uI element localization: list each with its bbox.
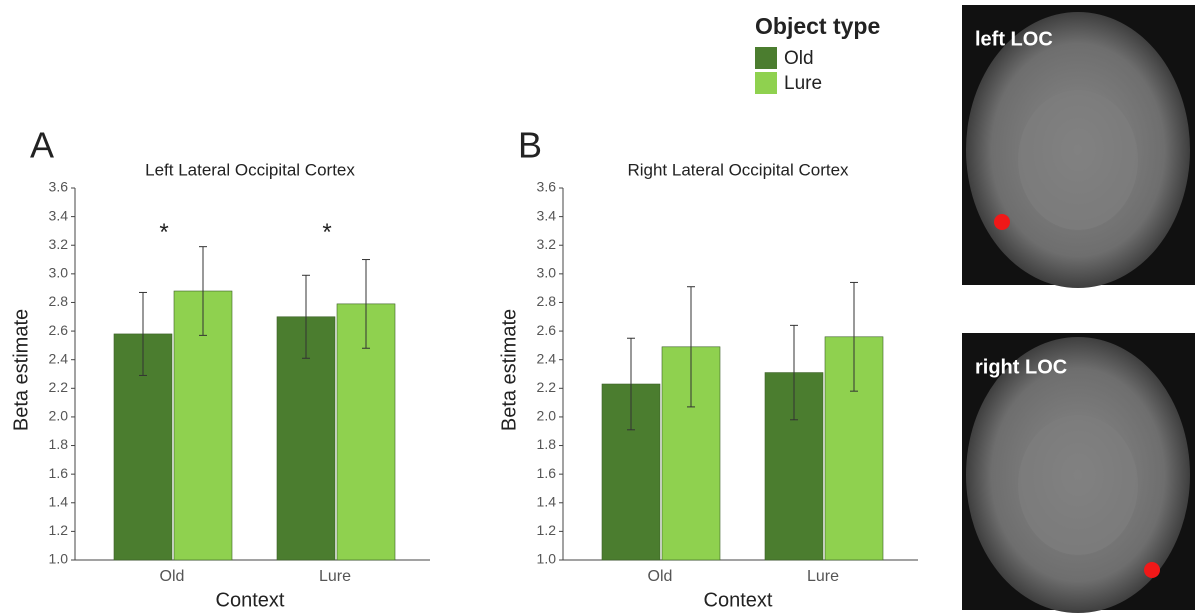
legend-label: Lure	[784, 73, 822, 94]
y-tick-label: 1.0	[49, 551, 69, 567]
panel-label: A	[30, 125, 54, 166]
x-tick-label: Lure	[807, 568, 839, 585]
y-tick-label: 1.8	[49, 436, 69, 452]
annotation: *	[159, 219, 168, 246]
y-tick-label: 1.6	[49, 465, 69, 481]
x-tick-label: Old	[648, 568, 673, 585]
y-tick-label: 1.4	[49, 493, 69, 509]
legend-title: Object type	[755, 13, 880, 39]
y-tick-label: 3.6	[49, 179, 69, 195]
y-tick-label: 2.6	[49, 322, 69, 338]
y-tick-label: 1.2	[49, 522, 69, 538]
y-tick-label: 2.4	[537, 350, 557, 366]
y-tick-label: 3.4	[537, 207, 557, 223]
x-tick-label: Lure	[319, 568, 351, 585]
y-tick-label: 2.0	[537, 408, 557, 424]
annotation: *	[322, 219, 331, 246]
y-tick-label: 3.2	[49, 236, 69, 252]
y-tick-label: 2.2	[537, 379, 557, 395]
y-tick-label: 3.2	[537, 236, 557, 252]
y-tick-label: 2.8	[49, 293, 69, 309]
x-axis-label: Context	[216, 589, 285, 611]
y-tick-label: 3.0	[49, 265, 69, 281]
x-tick-label: Old	[160, 568, 185, 585]
y-tick-label: 1.6	[537, 465, 557, 481]
chart-title: Left Lateral Occipital Cortex	[145, 160, 355, 179]
chart-title: Right Lateral Occipital Cortex	[627, 160, 849, 179]
y-tick-label: 2.8	[537, 293, 557, 309]
y-axis-label: Beta estimate	[10, 309, 32, 431]
y-tick-label: 2.4	[49, 350, 69, 366]
panel-label: B	[518, 125, 542, 166]
y-tick-label: 1.2	[537, 522, 557, 538]
y-tick-label: 1.8	[537, 436, 557, 452]
image-label: left LOC	[975, 28, 1053, 50]
y-tick-label: 1.4	[537, 493, 557, 509]
image-label: right LOC	[975, 356, 1067, 378]
x-axis-label: Context	[704, 589, 773, 611]
y-tick-label: 2.2	[49, 379, 69, 395]
y-tick-label: 3.6	[537, 179, 557, 195]
y-axis-label: Beta estimate	[498, 309, 520, 431]
y-tick-label: 1.0	[537, 551, 557, 567]
legend-swatch	[755, 47, 777, 69]
y-tick-label: 3.4	[49, 207, 69, 223]
legend-label: Old	[784, 48, 814, 69]
y-tick-label: 3.0	[537, 265, 557, 281]
y-tick-label: 2.6	[537, 322, 557, 338]
y-tick-label: 2.0	[49, 408, 69, 424]
figure: left LOC right LOC Object type Old Lure A L…	[0, 0, 1201, 614]
legend-swatch	[755, 72, 777, 94]
